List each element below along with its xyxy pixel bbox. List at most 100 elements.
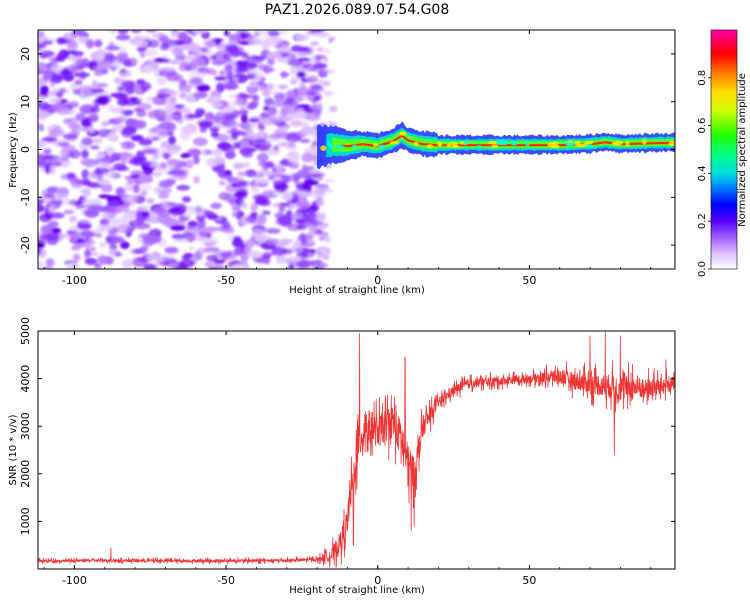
noise-blob	[124, 182, 135, 192]
noise-blob	[256, 138, 267, 144]
noise-blob	[165, 149, 175, 154]
noise-blob	[249, 250, 263, 259]
noise-blob	[134, 222, 151, 230]
snr-y-tick-label: 2000	[19, 460, 32, 488]
noise-blob	[296, 71, 306, 78]
noise-blob	[184, 30, 193, 33]
noise-blob	[263, 105, 270, 112]
noise-blob	[97, 179, 111, 186]
signal-knot	[488, 140, 498, 145]
noise-blob	[325, 239, 330, 243]
noise-blob	[279, 56, 290, 62]
noise-blob	[38, 203, 45, 213]
noise-blob	[90, 88, 105, 94]
spectrogram-x-label: Height of straight line (km)	[289, 285, 425, 296]
noise-blob	[231, 211, 239, 218]
noise-blob	[83, 160, 95, 168]
noise-blob	[66, 172, 76, 179]
noise-blob	[198, 120, 213, 129]
noise-blob	[182, 212, 193, 217]
noise-blob	[146, 198, 155, 204]
noise-blob	[66, 41, 79, 52]
signal-knot	[510, 141, 518, 146]
signal-knot	[450, 142, 458, 146]
noise-blob	[281, 158, 290, 165]
noise-blob	[111, 236, 125, 244]
noise-blob	[110, 93, 117, 98]
noise-blob	[93, 98, 100, 108]
noise-blob	[293, 98, 302, 103]
noise-blob	[313, 185, 320, 191]
noise-blob	[268, 133, 285, 140]
spectrogram-x-tick-label: -50	[217, 274, 235, 287]
noise-blob	[48, 220, 59, 228]
noise-blob	[93, 70, 104, 77]
noise-blob	[199, 231, 208, 238]
noise-blob	[311, 60, 316, 64]
colorbar-ticks: 0.0 0.2 0.4 0.6 0.8	[697, 70, 711, 277]
noise-blob	[158, 191, 170, 200]
noise-blob	[224, 264, 231, 269]
noise-blob	[309, 50, 314, 56]
noise-blob	[70, 82, 79, 93]
noise-blob	[179, 92, 187, 98]
noise-blob	[80, 230, 96, 238]
signal-knot	[413, 141, 419, 146]
noise-blob	[276, 259, 287, 265]
noise-blob	[214, 111, 226, 121]
noise-blob	[265, 228, 281, 234]
noise-blob	[298, 51, 310, 56]
noise-blob	[157, 209, 171, 218]
noise-blob	[96, 52, 107, 61]
noise-blob	[221, 221, 231, 230]
noise-blob	[81, 137, 94, 146]
noise-blob	[42, 148, 52, 155]
noise-blob	[121, 204, 130, 213]
noise-blob	[188, 245, 196, 251]
noise-blob	[323, 57, 329, 63]
snr-x-ticks: -100 -50 0 50	[43, 331, 652, 587]
noise-blob	[113, 92, 126, 100]
noise-blob	[243, 246, 252, 254]
noise-blob	[250, 186, 259, 194]
snr-x-tick-label: -50	[217, 574, 235, 587]
spectrogram-y-tick-label: -10	[19, 188, 32, 206]
noise-blob	[299, 138, 311, 143]
noise-blob	[125, 85, 135, 95]
noise-blob	[159, 42, 170, 51]
noise-blob	[136, 109, 147, 118]
noise-blob	[246, 73, 256, 80]
noise-blob	[94, 233, 103, 238]
noise-blob	[261, 91, 271, 97]
noise-blob	[310, 168, 321, 174]
noise-blob	[38, 161, 52, 169]
noise-blob	[121, 195, 135, 204]
noise-blob	[138, 138, 153, 146]
noise-blob	[288, 91, 296, 97]
noise-blob	[271, 246, 288, 256]
noise-blob	[62, 133, 79, 140]
noise-blob	[169, 59, 180, 65]
colorbar-tick-label: 0.0	[697, 261, 708, 277]
noise-blob	[210, 202, 222, 209]
noise-blob	[76, 238, 85, 243]
noise-blob	[53, 102, 64, 112]
noise-blob	[249, 79, 258, 89]
noise-blob	[154, 128, 169, 139]
signal-knot	[641, 138, 647, 145]
noise-blob	[179, 131, 191, 141]
noise-blob	[259, 82, 273, 92]
noise-blob	[283, 104, 298, 115]
noise-blob	[267, 51, 282, 60]
noise-blob	[69, 199, 78, 206]
noise-blob	[224, 64, 233, 73]
colorbar-label: Normalized spectral amplitude	[737, 73, 748, 227]
noise-blob	[199, 47, 209, 53]
noise-blob	[325, 178, 335, 183]
noise-blob	[273, 183, 290, 190]
noise-blob	[322, 255, 330, 260]
noise-blob	[163, 89, 179, 96]
noise-blob	[268, 106, 277, 115]
noise-blob	[250, 211, 258, 219]
